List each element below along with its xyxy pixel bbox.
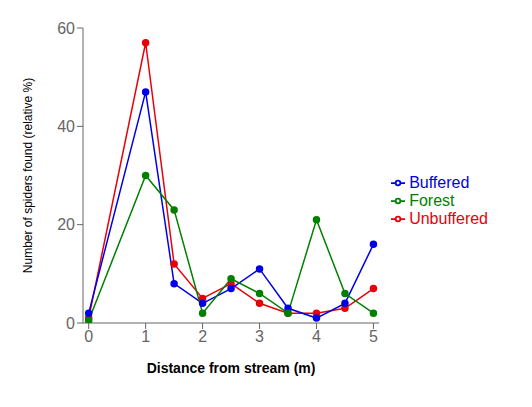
svg-text:1: 1	[141, 328, 150, 345]
svg-text:3: 3	[255, 328, 264, 345]
svg-text:2: 2	[198, 328, 207, 345]
svg-text:Distance from stream (m): Distance from stream (m)	[147, 360, 316, 376]
svg-text:60: 60	[57, 20, 75, 37]
svg-text:0: 0	[66, 315, 75, 332]
html-text:Forest: Forest	[409, 191, 455, 209]
html-text:Unbuffered: Unbuffered	[409, 209, 488, 227]
svg-text:Number of spiders found (relat: Number of spiders found (relative %)	[21, 78, 35, 273]
html-text:Buffered: Buffered	[409, 173, 470, 191]
svg-text:5: 5	[369, 328, 378, 345]
svg-text:40: 40	[57, 118, 75, 135]
svg-text:4: 4	[312, 328, 321, 345]
svg-text:0: 0	[84, 328, 93, 345]
svg-text:20: 20	[57, 216, 75, 233]
